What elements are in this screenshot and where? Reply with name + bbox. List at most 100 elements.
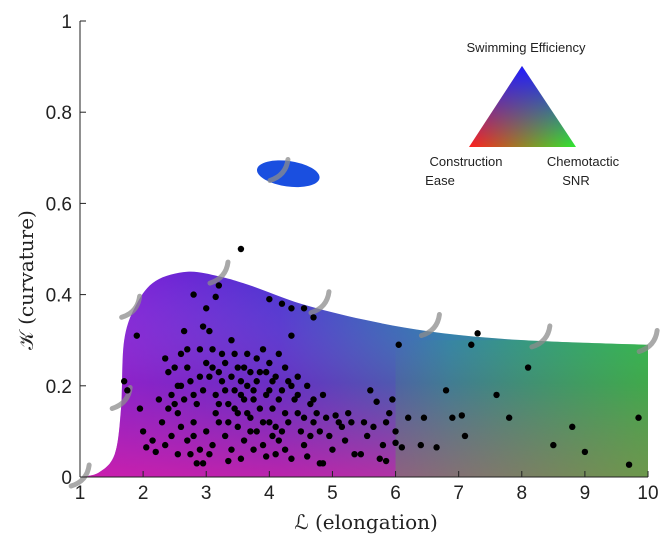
x-tick-label: 9 [580,483,591,504]
x-ticks: 1 2 3 4 5 6 7 8 9 10 [75,471,659,504]
data-point [221,432,229,440]
data-point [152,448,159,456]
data-point [300,441,308,449]
data-point [240,437,248,444]
data-point [149,437,156,444]
data-point [294,391,301,399]
data-point [256,405,264,412]
x-axis-title: ℒ (elongation) [294,510,438,534]
data-point [212,293,219,301]
data-point [288,305,295,312]
region-shade-green [395,340,648,477]
y-axis-title: 𝒦 (curvature) [14,210,38,350]
data-point [581,448,589,456]
data-point [209,441,216,449]
data-point [360,419,368,426]
data-point [294,373,301,380]
boundary-marks [68,156,660,489]
data-point [187,378,194,385]
data-point [281,446,289,453]
data-point [310,314,317,321]
data-point [278,428,286,435]
data-point [253,378,260,385]
data-point [221,387,229,394]
data-point [171,400,178,408]
data-point [190,291,197,298]
data-point [247,414,254,421]
data-point [382,457,390,465]
data-point [259,441,267,449]
data-point [310,396,317,403]
data-point [269,405,276,412]
data-point [307,432,314,440]
data-point [379,441,387,449]
data-point [225,419,232,426]
data-point [177,350,185,358]
data-point [143,444,150,451]
data-point [174,409,182,417]
data-point [234,423,241,431]
data-point [322,414,330,421]
data-point [392,439,399,446]
data-point [199,387,207,394]
data-point [199,460,207,467]
data-point [168,391,175,399]
data-point [367,387,374,394]
data-point [174,451,182,458]
data-point [266,295,273,303]
data-point [206,327,213,335]
data-point [262,368,270,376]
data-point [262,391,270,399]
data-point [332,412,339,419]
data-point [231,405,238,412]
data-point [442,387,450,394]
data-point [206,373,213,380]
data-point [250,387,257,394]
data-point [461,432,469,440]
data-point [203,305,210,312]
data-point [240,396,248,403]
data-point [345,409,352,417]
data-point [272,423,279,431]
data-point [228,337,235,344]
data-point [209,364,216,371]
data-point [139,428,147,435]
data-point [225,457,232,465]
data-point [218,378,226,385]
data-point [275,396,282,403]
data-point [266,387,273,394]
boundary-mark [68,462,92,489]
data-point [351,451,358,458]
data-point [392,428,399,435]
data-point [158,419,166,426]
data-point [376,455,383,462]
data-point [190,391,197,399]
data-point [184,437,191,444]
data-point [199,323,207,330]
data-point [304,453,311,460]
data-point [326,432,333,440]
data-point [136,405,144,412]
data-point [225,400,232,408]
data-point [363,432,371,440]
data-point [193,460,200,467]
data-point [493,391,500,399]
data-point [291,396,298,403]
data-point [124,387,131,394]
data-point [244,350,251,358]
data-point [370,423,377,431]
data-point [190,419,197,426]
data-point [250,396,257,403]
data-point [206,451,213,458]
data-point [253,355,260,362]
data-point [458,412,466,419]
data-point [395,341,402,348]
data-point [382,419,390,426]
y-ticks: 0 0.2 0.4 0.6 0.8 1 [46,12,86,489]
x-tick-label: 2 [138,483,149,504]
data-point [171,364,178,371]
data-point [625,461,633,468]
data-point [281,409,289,417]
data-point [165,368,172,376]
data-point [180,327,188,335]
